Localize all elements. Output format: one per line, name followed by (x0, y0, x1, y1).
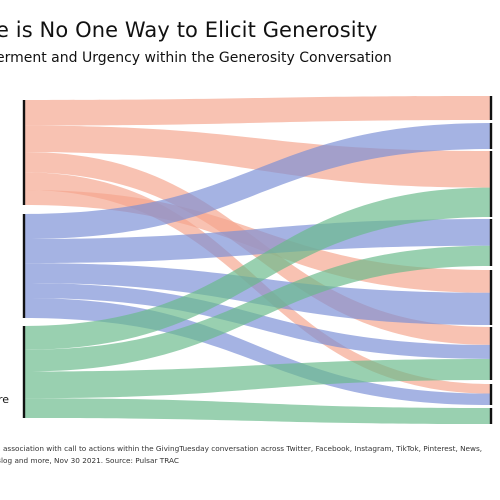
source-note-line-2: Blog and more, Nov 30 2021. Source: Puls… (0, 456, 179, 465)
left-node-bar-2 (22, 326, 26, 418)
chart-subtitle: erment and Urgency within the Generosity… (0, 50, 392, 66)
flow-salmon-0-to-0 (24, 96, 491, 126)
left-node-bar-1 (22, 214, 26, 318)
flow-blue-1-to-5 (24, 283, 491, 359)
right-node-bar-4 (489, 270, 493, 325)
flow-green-2-to-3 (24, 245, 491, 372)
right-node-bar-3 (489, 219, 493, 266)
left-node-bar-0 (22, 100, 26, 205)
right-node-bar-7 (489, 408, 493, 424)
right-node-bar-1 (489, 123, 493, 149)
right-node-bar-6 (489, 384, 493, 405)
flow-green-2-to-5 (24, 358, 491, 399)
flow-blue-1-to-4 (24, 263, 491, 325)
flow-blue-1-to-1 (24, 123, 491, 239)
chart-title: e is No One Way to Elicit Generosity (0, 18, 378, 42)
flow-layer (24, 96, 491, 424)
flow-salmon-0-to-2 (24, 125, 491, 188)
node-layer (22, 96, 493, 424)
left-node-label: re (0, 393, 10, 406)
flow-green-2-to-2 (24, 187, 491, 350)
flow-green-2-to-7 (24, 398, 491, 424)
source-note-line-1: n association with call to actions withi… (0, 444, 483, 453)
right-node-bar-2 (489, 151, 493, 217)
right-node-bar-5 (489, 327, 493, 380)
right-node-bar-0 (489, 96, 493, 120)
